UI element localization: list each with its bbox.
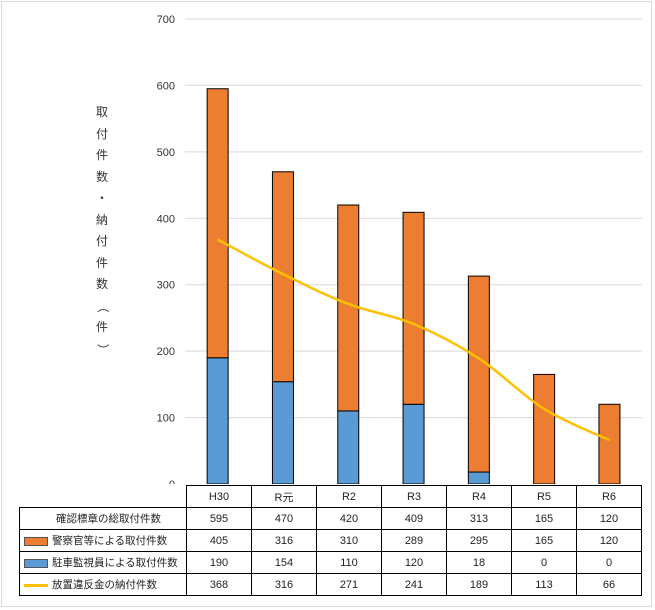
table-row: 確認標章の総取付件数 595 470 420 409 313 165 120: [19, 507, 642, 530]
bar-police-2: [337, 204, 360, 412]
y-tick-label: 100: [157, 413, 175, 425]
bar-police-1: [271, 171, 294, 383]
line-payments: [217, 238, 610, 442]
y-axis-label: 取付件数・納付件数（件）: [88, 102, 116, 360]
table-cell: 18: [446, 551, 512, 574]
y-axis-label-char: 件: [95, 148, 108, 162]
table-cell: 405: [186, 529, 252, 552]
category-label: R5: [511, 485, 577, 508]
row-label: 確認標章の総取付件数: [19, 507, 187, 530]
table-cell: 165: [511, 529, 577, 552]
table-cell: 241: [381, 573, 447, 596]
table-cell: 113: [511, 573, 577, 596]
category-label: R2: [316, 485, 382, 508]
table-corner: [19, 485, 187, 508]
y-axis-label-char: 数: [95, 277, 108, 291]
category-label: H30: [186, 485, 252, 508]
table-cell: 120: [576, 529, 642, 552]
bar-surveillance-3: [402, 403, 425, 484]
table-cell: 316: [251, 573, 317, 596]
y-axis-label-char: 件: [95, 320, 108, 334]
chart-plot: 0 100 200 300 400 500 600 700: [157, 14, 642, 484]
y-axis-label-char: 数: [95, 169, 108, 184]
legend-key: [24, 583, 48, 587]
table-row: 放置違反金の納付件数 368 316 271 241 189 113 66: [19, 573, 642, 596]
table-row: 駐車監視員による取付件数 190 154 110 120 18 0 0: [19, 551, 642, 574]
table-cell: 120: [576, 507, 642, 530]
row-label: 駐車監視員による取付件数: [19, 551, 187, 574]
table-cell: 289: [381, 529, 447, 552]
y-axis-label-char: 取: [95, 105, 108, 119]
table-cell: 120: [381, 551, 447, 574]
y-tick-label: 600: [157, 80, 175, 92]
category-label: R3: [381, 485, 447, 508]
table-cell: 189: [446, 573, 512, 596]
table-cell: 595: [186, 507, 252, 530]
y-tick-label: 400: [157, 213, 175, 225]
table-cell: 313: [446, 507, 512, 530]
y-axis-label-char: ・: [95, 191, 108, 205]
table-cell: 165: [511, 507, 577, 530]
table-cell: 316: [251, 529, 317, 552]
table-cell: 368: [186, 573, 252, 596]
category-label: R4: [446, 485, 512, 508]
table-cell: 190: [186, 551, 252, 574]
y-tick-label: 700: [157, 14, 175, 26]
category-label: R元: [251, 485, 317, 508]
bar-surveillance-2: [337, 410, 360, 484]
bar-surveillance-4: [467, 471, 490, 484]
y-tick-label: 200: [157, 346, 175, 358]
table-cell: 0: [576, 551, 642, 574]
y-axis-label-char: 付: [95, 126, 108, 141]
y-axis-label-char: ）: [95, 343, 110, 356]
legend-key: [24, 536, 48, 546]
table-cell: 310: [316, 529, 382, 552]
legend-key: [24, 558, 48, 568]
bar-police-5: [533, 373, 556, 484]
row-label: 警察官等による取付件数: [19, 529, 187, 552]
bar-surveillance-0: [206, 357, 229, 484]
table-cell: 271: [316, 573, 382, 596]
table-cell: 0: [511, 551, 577, 574]
table-row: 警察官等による取付件数 405 316 310 289 295 165 120: [19, 529, 642, 552]
y-axis-label-char: 件: [95, 255, 108, 270]
y-axis-label-char: 付: [95, 234, 108, 248]
bar-police-3: [402, 211, 425, 405]
y-tick-label: 500: [157, 147, 175, 159]
category-label: R6: [576, 485, 642, 508]
table-cell: 110: [316, 551, 382, 574]
y-axis-label-char: 納: [95, 212, 108, 227]
table-cell: 295: [446, 529, 512, 552]
bar-police-6: [598, 403, 621, 484]
bar-police-0: [206, 88, 229, 359]
table-cell: 154: [251, 551, 317, 574]
row-label: 放置違反金の納付件数: [19, 573, 187, 596]
y-tick-label: 0: [169, 479, 175, 484]
table-cell: 66: [576, 573, 642, 596]
bar-police-4: [467, 275, 490, 473]
table-cell: 420: [316, 507, 382, 530]
y-axis-label-char: （: [95, 300, 110, 313]
data-table: H30 R元 R2 R3 R4 R5 R6 確認標章の総取付件数 595 470 420 409 313…: [19, 485, 642, 596]
table-cell: 470: [251, 507, 317, 530]
bar-surveillance-1: [271, 381, 294, 484]
y-tick-label: 300: [157, 280, 175, 292]
table-cell: 409: [381, 507, 447, 530]
